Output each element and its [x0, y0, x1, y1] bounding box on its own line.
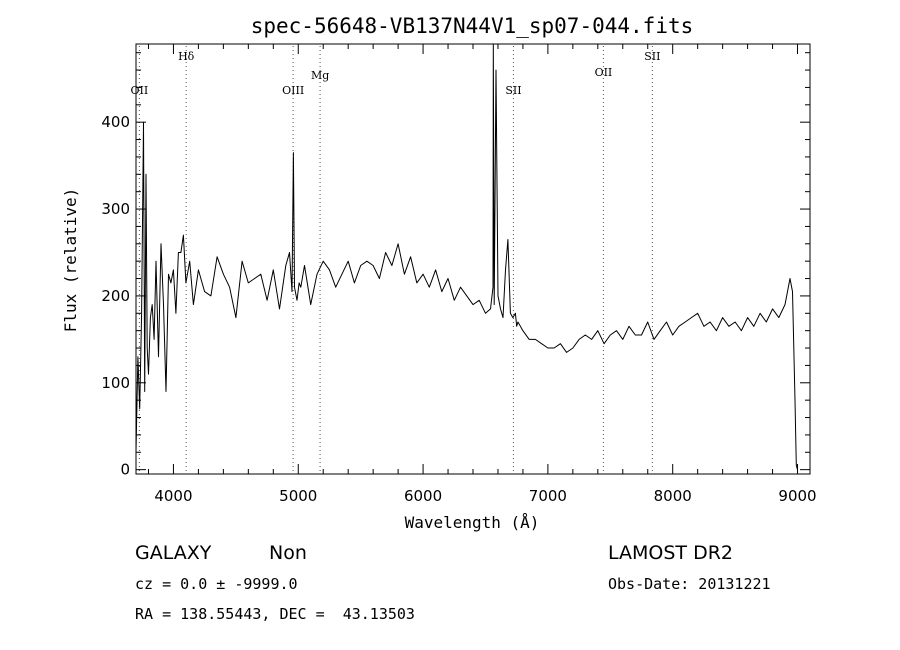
y-tick-label: 300	[101, 200, 130, 218]
chart-title: spec-56648-VB137N44V1_sp07-044.fits	[251, 14, 694, 38]
emission-line-label: OII	[595, 66, 613, 79]
obs-date: Obs-Date: 20131221	[608, 575, 771, 593]
emission-line-label: Hδ	[178, 50, 195, 63]
x-tick-label: 9000	[778, 487, 816, 505]
spectrum-series-line	[135, 43, 798, 470]
y-tick-label: 100	[101, 374, 130, 392]
emission-line-label: OIII	[282, 84, 304, 97]
redshift-cz: cz = 0.0 ± -9999.0	[135, 575, 298, 593]
ra-dec: RA = 138.55443, DEC = 43.13503	[135, 605, 415, 623]
survey-name: LAMOST DR2	[608, 542, 733, 564]
emission-line-label: Mg	[311, 69, 329, 82]
y-tick-label: 400	[101, 113, 130, 131]
y-tick-label: 200	[101, 287, 130, 305]
object-class: GALAXY	[135, 542, 212, 564]
x-tick-label: 5000	[279, 487, 317, 505]
emission-line-label: OII	[131, 84, 149, 97]
y-tick-label: 0	[120, 461, 130, 479]
object-subclass: Non	[269, 542, 307, 564]
x-tick-label: 7000	[529, 487, 567, 505]
x-axis-label: Wavelength (Å)	[405, 513, 540, 532]
y-axis-label: Flux (relative)	[61, 188, 80, 333]
x-tick-label: 4000	[154, 487, 192, 505]
plot-frame	[135, 43, 811, 475]
x-tick-label: 8000	[654, 487, 692, 505]
emission-line-label: SII	[644, 50, 660, 63]
x-tick-label: 6000	[404, 487, 442, 505]
emission-line-label: SII	[505, 84, 521, 97]
